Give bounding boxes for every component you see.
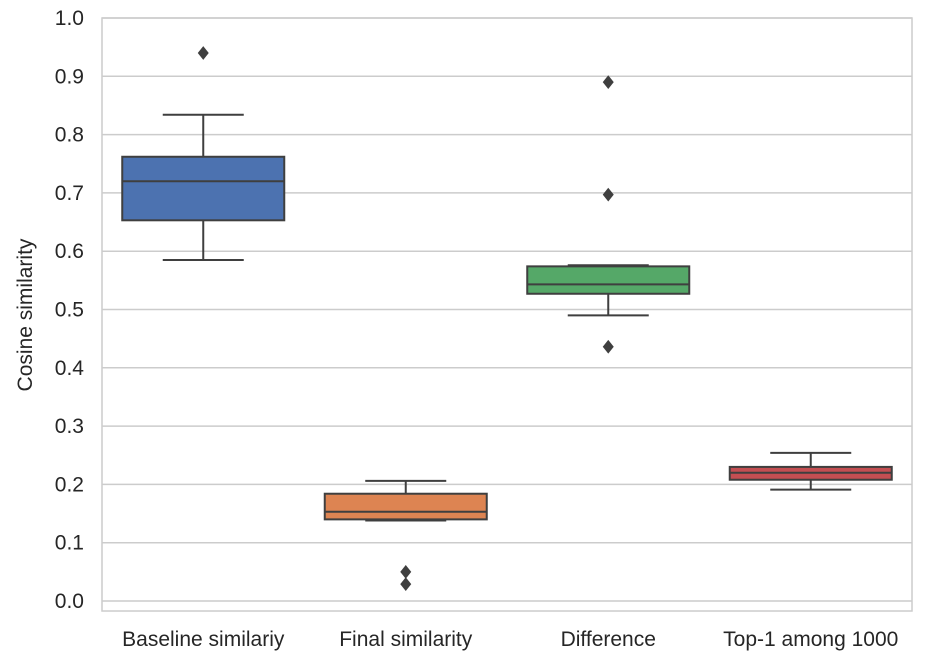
box-group <box>121 46 286 261</box>
y-axis-label: Cosine similarity <box>14 238 37 391</box>
plot-frame <box>101 17 913 612</box>
y-tick-label: 0.4 <box>55 357 85 380</box>
x-tick-label: Difference <box>561 628 656 651</box>
y-tick-labels: 0.0 0.1 0.2 0.3 0.4 0.5 0.6 0.7 0.8 0.9 1.0 <box>55 7 85 613</box>
box-group <box>323 479 488 591</box>
outlier-point <box>602 339 614 354</box>
y-tick-label: 0.9 <box>55 65 84 88</box>
y-tick-label: 0.0 <box>55 590 84 613</box>
x-tick-labels: Baseline similariy Final similarity Differ… <box>122 628 898 651</box>
outlier-point <box>602 187 614 202</box>
outlier-point <box>400 564 412 579</box>
y-tick-label: 0.6 <box>55 240 84 263</box>
boxes <box>121 46 893 591</box>
y-tick-label: 1.0 <box>55 7 84 30</box>
box-group <box>728 451 893 491</box>
y-tick-label: 0.8 <box>55 124 84 147</box>
iqr-box <box>121 155 286 222</box>
iqr-box <box>323 492 488 521</box>
outlier-point <box>197 46 209 60</box>
y-tick-label: 0.7 <box>55 182 84 205</box>
iqr-box <box>526 265 691 295</box>
y-tick-label: 0.3 <box>55 415 84 438</box>
y-tick-label: 0.1 <box>55 532 84 555</box>
outlier-point <box>400 577 412 591</box>
box-group <box>526 75 691 354</box>
x-tick-label: Final similarity <box>339 628 473 651</box>
y-tick-label: 0.5 <box>55 299 84 322</box>
gridlines <box>102 17 912 602</box>
x-tick-label: Top-1 among 1000 <box>723 628 898 651</box>
x-tick-label: Baseline similariy <box>122 628 285 651</box>
y-tick-label: 0.2 <box>55 473 84 496</box>
outlier-point <box>602 75 614 90</box>
